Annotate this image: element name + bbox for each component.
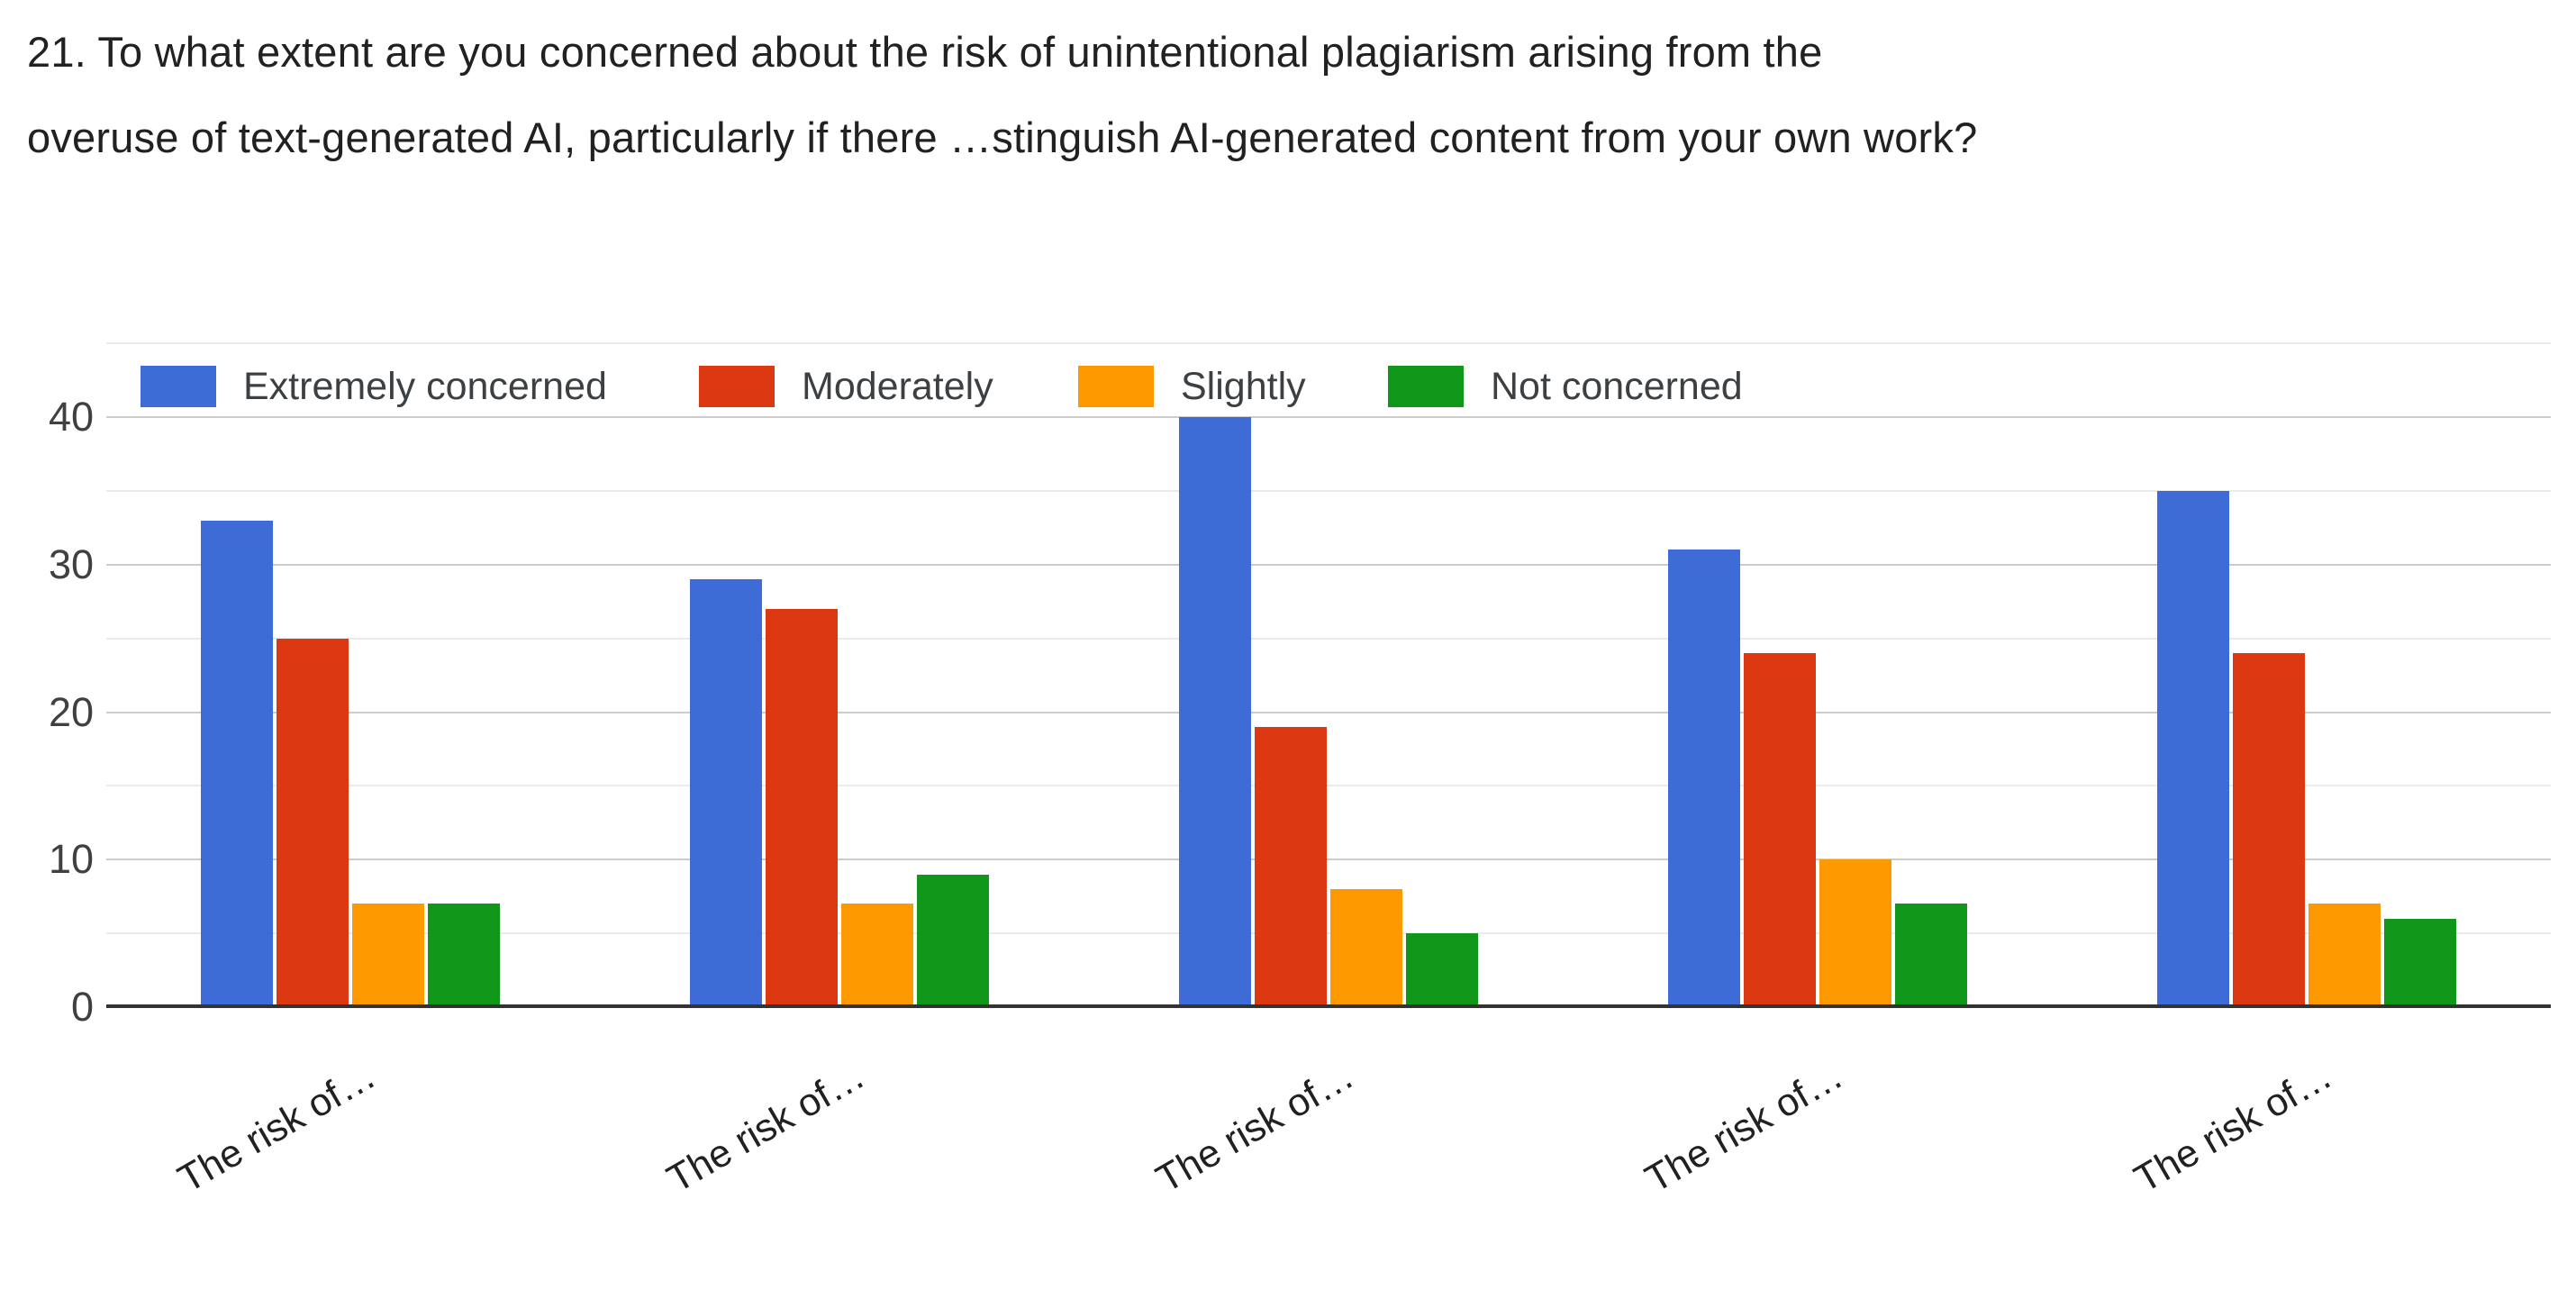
legend-item-moderately: Moderately	[699, 363, 993, 410]
legend-label: Not concerned	[1491, 364, 1743, 408]
x-axis-label-group-2: The risk of…	[660, 1054, 873, 1202]
forms-chart-page: 21. To what extent are you concerned abo…	[27, 9, 2551, 1201]
legend-swatch-slightly	[1078, 366, 1154, 407]
legend-item-not-concerned: Not concerned	[1388, 363, 1743, 410]
legend-label: Extremely concerned	[243, 364, 607, 408]
x-axis-line	[106, 1004, 2551, 1008]
gridline-major-10	[106, 858, 2551, 861]
bar-not-concerned-group-1	[428, 904, 501, 1005]
bar-not-concerned-group-2	[917, 874, 990, 1005]
bar-slightly-group-1	[352, 904, 425, 1005]
bar-not-concerned-group-3	[1406, 933, 1478, 1005]
bar-extremely-concerned-group-1	[201, 520, 274, 1005]
bar-moderately-group-4	[1743, 653, 1816, 1005]
gridline-major-30	[106, 563, 2551, 566]
legend-item-slightly: Slightly	[1078, 363, 1306, 410]
y-axis-tick-30: 30	[48, 541, 94, 587]
y-axis-tick-10: 10	[48, 836, 94, 883]
gridline-minor-25	[106, 637, 2551, 640]
bar-slightly-group-4	[1819, 859, 1891, 1005]
x-axis-label-group-1: The risk of…	[171, 1054, 384, 1202]
legend-swatch-moderately	[699, 366, 775, 407]
legend-swatch-extremely-concerned	[141, 366, 216, 407]
legend-swatch-not-concerned	[1388, 366, 1464, 407]
legend-label: Slightly	[1181, 364, 1306, 408]
bar-slightly-group-5	[2308, 904, 2381, 1005]
bar-slightly-group-2	[841, 904, 914, 1005]
question-title-line-2: overuse of text-generated AI, particular…	[27, 114, 1978, 161]
legend-label: Moderately	[802, 364, 993, 408]
bar-slightly-group-3	[1330, 889, 1402, 1005]
gridline-major-20	[106, 711, 2551, 713]
gridline-minor-15	[106, 785, 2551, 787]
gridline-minor-45	[106, 342, 2551, 345]
gridline-minor-5	[106, 932, 2551, 935]
bar-extremely-concerned-group-3	[1179, 417, 1251, 1005]
bar-not-concerned-group-5	[2383, 918, 2456, 1005]
y-axis-tick-20: 20	[48, 688, 94, 735]
x-axis-label-group-3: The risk of…	[1148, 1054, 1361, 1202]
bar-not-concerned-group-4	[1894, 904, 1967, 1005]
bar-extremely-concerned-group-4	[1667, 550, 1740, 1005]
bar-moderately-group-3	[1255, 726, 1327, 1005]
question-title-line-1: 21. To what extent are you concerned abo…	[27, 28, 1823, 76]
question-title: 21. To what extent are you concerned abo…	[27, 9, 2549, 180]
bar-moderately-group-2	[766, 608, 839, 1005]
legend-item-extremely-concerned: Extremely concerned	[141, 363, 607, 410]
bar-extremely-concerned-group-2	[690, 579, 763, 1005]
bar-extremely-concerned-group-5	[2156, 490, 2229, 1005]
y-axis-tick-40: 40	[48, 394, 94, 440]
gridline-major-40	[106, 416, 2551, 418]
x-axis-label-group-5: The risk of…	[2127, 1054, 2339, 1202]
bar-moderately-group-1	[277, 638, 349, 1005]
gridline-minor-35	[106, 489, 2551, 492]
x-axis-label-group-4: The risk of…	[1637, 1054, 1850, 1202]
y-axis-tick-0: 0	[70, 984, 94, 1030]
bar-moderately-group-5	[2232, 653, 2305, 1005]
